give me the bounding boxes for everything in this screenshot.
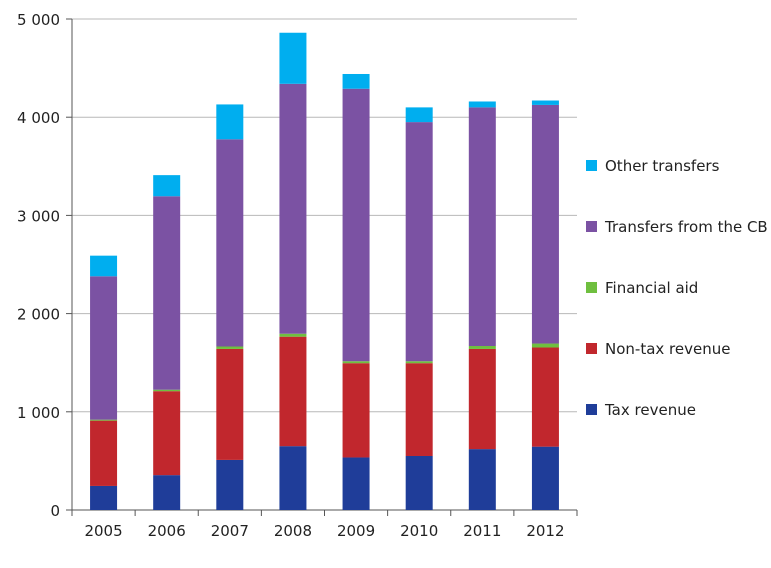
bar-non-tax-revenue-2007	[216, 348, 244, 460]
bar-non-tax-revenue-2006	[153, 391, 181, 476]
bar-tax-revenue-2008	[279, 446, 307, 510]
legend-swatch	[586, 221, 597, 232]
bar-financial-aid-2008	[279, 333, 307, 337]
bar-non-tax-revenue-2012	[531, 347, 559, 447]
bar-non-tax-revenue-2009	[342, 363, 370, 458]
y-tick-label: 5 000	[17, 11, 60, 29]
y-tick-label: 4 000	[17, 109, 60, 127]
legend-swatch	[586, 160, 597, 171]
bar-tax-revenue-2009	[342, 457, 370, 510]
bar-non-tax-revenue-2005	[90, 420, 118, 486]
legend-label: Financial aid	[605, 279, 698, 297]
bar-transfers-from-the-cb-2008	[279, 83, 307, 334]
bar-financial-aid-2006	[153, 389, 181, 392]
legend-label: Other transfers	[605, 157, 720, 175]
bar-financial-aid-2005	[90, 419, 118, 421]
bar-tax-revenue-2011	[468, 449, 496, 510]
bar-financial-aid-2009	[342, 361, 370, 364]
bar-financial-aid-2007	[216, 346, 244, 349]
bar-financial-aid-2011	[468, 346, 496, 349]
bar-tax-revenue-2006	[153, 475, 181, 510]
bar-non-tax-revenue-2008	[279, 336, 307, 447]
bar-tax-revenue-2007	[216, 459, 244, 510]
y-tick-label: 2 000	[17, 306, 60, 324]
x-tick-label: 2005	[84, 522, 122, 540]
bar-transfers-from-the-cb-2010	[405, 122, 433, 362]
bar-transfers-from-the-cb-2009	[342, 88, 370, 362]
bar-transfers-from-the-cb-2011	[468, 107, 496, 347]
bar-financial-aid-2010	[405, 361, 433, 364]
bar-tax-revenue-2005	[90, 485, 118, 510]
legend-swatch	[586, 404, 597, 415]
bar-transfers-from-the-cb-2006	[153, 196, 181, 390]
bar-tax-revenue-2012	[531, 446, 559, 510]
bar-other-transfers-2008	[279, 32, 307, 84]
legend-label: Tax revenue	[604, 401, 696, 419]
bar-other-transfers-2006	[153, 175, 181, 197]
legend-swatch	[586, 282, 597, 293]
bar-other-transfers-2010	[405, 107, 433, 123]
bar-other-transfers-2007	[216, 104, 244, 140]
x-tick-label: 2012	[526, 522, 564, 540]
x-tick-label: 2008	[274, 522, 312, 540]
x-tick-label: 2006	[148, 522, 186, 540]
x-tick-label: 2009	[337, 522, 375, 540]
y-tick-label: 1 000	[17, 404, 60, 422]
y-tick-label: 0	[50, 502, 60, 520]
bar-transfers-from-the-cb-2007	[216, 139, 244, 347]
bar-financial-aid-2012	[531, 343, 559, 348]
bar-non-tax-revenue-2010	[405, 363, 433, 456]
bar-other-transfers-2009	[342, 73, 370, 89]
x-tick-label: 2011	[463, 522, 501, 540]
bar-other-transfers-2005	[90, 255, 118, 277]
y-tick-label: 3 000	[17, 207, 60, 225]
bar-other-transfers-2011	[468, 101, 496, 108]
bar-non-tax-revenue-2011	[468, 348, 496, 450]
bar-tax-revenue-2010	[405, 455, 433, 510]
legend-label: Non-tax revenue	[605, 340, 730, 358]
x-tick-label: 2010	[400, 522, 438, 540]
x-tick-label: 2007	[211, 522, 249, 540]
legend-label: Transfers from the CB	[604, 218, 768, 236]
legend-swatch	[586, 343, 597, 354]
bar-transfers-from-the-cb-2012	[531, 104, 559, 344]
bar-other-transfers-2012	[531, 100, 559, 105]
bar-transfers-from-the-cb-2005	[90, 276, 118, 420]
